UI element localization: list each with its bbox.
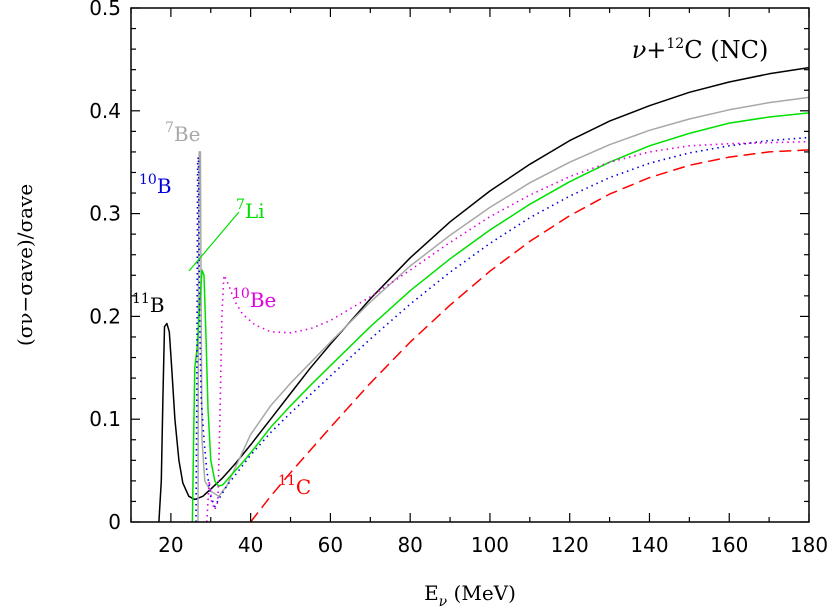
label-7li: 7Li bbox=[236, 197, 265, 223]
series-line-11c bbox=[250, 149, 810, 523]
series-line-10be bbox=[206, 140, 810, 523]
label-10b-main: B bbox=[157, 174, 172, 198]
y-tick-label: 0.3 bbox=[89, 202, 121, 226]
series-line-7li bbox=[191, 112, 810, 523]
label-7be-main: Be bbox=[174, 122, 201, 146]
x-axis-label: Eν (MeV) bbox=[424, 581, 516, 610]
x-tick-label: 100 bbox=[471, 533, 509, 557]
series-line-11b bbox=[158, 66, 810, 523]
chart-title-pre: ν+ bbox=[632, 36, 667, 64]
series-line-10b bbox=[195, 136, 810, 523]
li7-leader-line bbox=[188, 211, 240, 272]
label-7be-sup: 7 bbox=[165, 120, 174, 136]
label-11c-sup: 11 bbox=[278, 473, 296, 489]
x-axis-label-post: (MeV) bbox=[447, 581, 516, 605]
x-tick-label: 80 bbox=[397, 533, 422, 557]
label-11c: 11C bbox=[278, 473, 311, 499]
y-axis-label: (σν−σave)/σave bbox=[13, 184, 37, 346]
y-tick-label: 0 bbox=[108, 510, 121, 534]
label-7be: 7Be bbox=[165, 120, 200, 146]
label-7li-main: Li bbox=[245, 199, 265, 223]
label-7li-sup: 7 bbox=[236, 197, 245, 213]
x-tick-label: 120 bbox=[551, 533, 589, 557]
x-tick-label: 40 bbox=[238, 533, 263, 557]
plot-frame bbox=[130, 7, 810, 523]
x-axis-label-sub: ν bbox=[439, 594, 448, 610]
x-tick-label: 180 bbox=[790, 533, 828, 557]
label-11c-main: C bbox=[296, 475, 311, 499]
chart-title-sup: 12 bbox=[666, 36, 684, 52]
label-10be-sup: 10 bbox=[232, 286, 250, 302]
label-10b-sup: 10 bbox=[139, 172, 157, 188]
x-tick-label: 60 bbox=[318, 533, 343, 557]
y-tick-label: 0.1 bbox=[89, 407, 121, 431]
label-10b: 10B bbox=[139, 172, 172, 198]
x-axis-label-main: E bbox=[424, 581, 439, 605]
label-11b-sup: 11 bbox=[132, 291, 150, 307]
label-10be-main: Be bbox=[250, 288, 277, 312]
curves-layer bbox=[158, 66, 810, 523]
x-ticks: 20 40 60 80 100 120 140 160 180 bbox=[130, 8, 828, 557]
chart-title: ν+12C (NC) bbox=[632, 36, 769, 64]
y-ticks: 0 0.1 0.2 0.3 0.4 0.5 bbox=[89, 0, 809, 534]
x-tick-label: 140 bbox=[630, 533, 668, 557]
x-tick-label: 20 bbox=[158, 533, 183, 557]
chart-title-post: C (NC) bbox=[684, 36, 768, 64]
label-11b-main: B bbox=[150, 293, 165, 317]
series-line-7be bbox=[197, 96, 810, 523]
y-tick-label: 0.4 bbox=[89, 99, 121, 123]
label-11b: 11B bbox=[132, 291, 165, 317]
y-tick-label: 0.2 bbox=[89, 304, 121, 328]
y-tick-label: 0.5 bbox=[89, 0, 121, 20]
x-tick-label: 160 bbox=[710, 533, 748, 557]
label-10be: 10Be bbox=[232, 286, 276, 312]
